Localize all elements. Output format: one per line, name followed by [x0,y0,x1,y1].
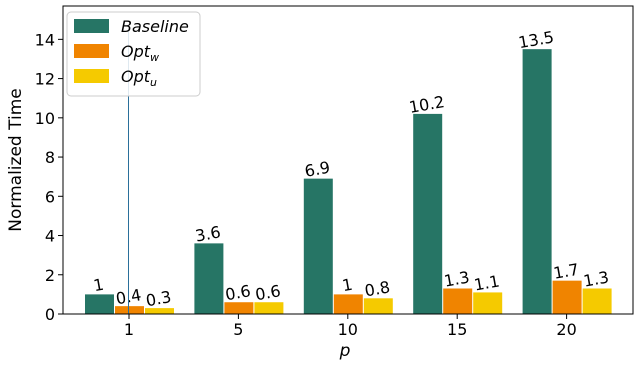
y-tick-label: 6 [45,187,55,206]
data-label: 1.3 [443,268,471,291]
bar-opt-w-1 [115,306,144,314]
data-label: 3.6 [194,222,222,245]
legend-swatch [74,69,109,83]
legend-label: Optu [121,67,157,89]
x-tick-label: 5 [233,320,243,339]
data-label: 1.7 [552,260,580,283]
bar-baseline-5 [194,243,224,314]
bar-baseline-10 [303,178,333,314]
data-label: 13.5 [517,27,555,52]
x-tick-label: 1 [124,320,134,339]
y-tick-label: 10 [35,109,55,128]
data-label: 0.3 [144,287,172,310]
bar-opt-u-20 [582,288,612,314]
bar-opt-u-5 [254,302,284,314]
data-label: 0.6 [224,281,252,304]
bar-opt-u-10 [363,298,393,314]
x-axis-label: p [339,341,351,361]
legend-label: Baseline [121,17,189,36]
bar-opt-u-1 [145,308,174,314]
data-label: 0.6 [254,281,282,304]
data-label: 10.2 [408,92,446,117]
y-tick-label: 12 [35,70,55,89]
legend-label: Optw [121,42,159,64]
x-tick-label: 20 [556,320,576,339]
bar-opt-w-10 [333,294,363,314]
bar-baseline-15 [413,113,443,314]
bar-opt-w-15 [443,288,473,314]
bar-opt-u-15 [473,292,503,314]
y-tick-label: 8 [45,148,55,167]
y-tick-label: 14 [35,30,55,49]
data-label: 1 [341,275,354,295]
bar-baseline-20 [522,49,552,314]
data-label: 6.9 [303,158,331,181]
bar-opt-w-20 [552,280,582,314]
y-tick-label: 2 [45,266,55,285]
legend-swatch [74,44,109,58]
bar-opt-w-5 [224,302,254,314]
x-tick-label: 10 [338,320,358,339]
y-tick-label: 0 [45,305,55,324]
data-label: 0.8 [363,277,391,300]
data-label: 1.3 [582,268,610,291]
bar-baseline-1 [85,294,114,314]
x-tick-label: 15 [447,320,467,339]
y-tick-label: 4 [45,227,55,246]
data-label: 1 [92,275,105,295]
data-label: 1.1 [473,271,501,294]
legend-swatch [74,19,109,33]
y-axis-label: Normalized Time [6,88,26,231]
